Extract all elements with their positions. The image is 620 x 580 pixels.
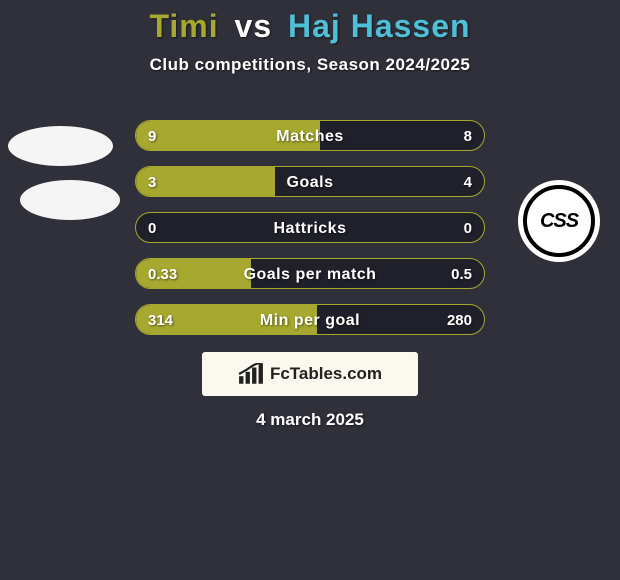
stat-bar: 34Goals [135, 166, 485, 197]
bar-label: Matches [136, 121, 484, 151]
date: 4 march 2025 [0, 410, 620, 430]
bar-label: Min per goal [136, 305, 484, 335]
bar-label: Hattricks [136, 213, 484, 243]
player2-name: Haj Hassen [288, 8, 471, 44]
stat-bar: 98Matches [135, 120, 485, 151]
watermark: FcTables.com [202, 352, 418, 396]
stat-bar: 0.330.5Goals per match [135, 258, 485, 289]
comparison-card: Timi vs Haj Hassen Club competitions, Se… [0, 0, 620, 580]
vs-text: vs [235, 8, 273, 44]
player1-logo-a [8, 126, 113, 166]
bar-label: Goals per match [136, 259, 484, 289]
player1-logo-b [20, 180, 120, 220]
stat-bar: 314280Min per goal [135, 304, 485, 335]
stat-bar: 00Hattricks [135, 212, 485, 243]
player2-logo: CSS [518, 180, 600, 262]
subtitle: Club competitions, Season 2024/2025 [0, 55, 620, 75]
watermark-text: FcTables.com [270, 364, 382, 384]
bar-label: Goals [136, 167, 484, 197]
title: Timi vs Haj Hassen [0, 0, 620, 45]
player2-logo-text: CSS [523, 185, 595, 257]
bars-container: 98Matches 34Goals 00Hattricks 0.330.5Goals … [135, 120, 485, 350]
chart-icon [238, 363, 264, 385]
player1-name: Timi [149, 8, 218, 44]
